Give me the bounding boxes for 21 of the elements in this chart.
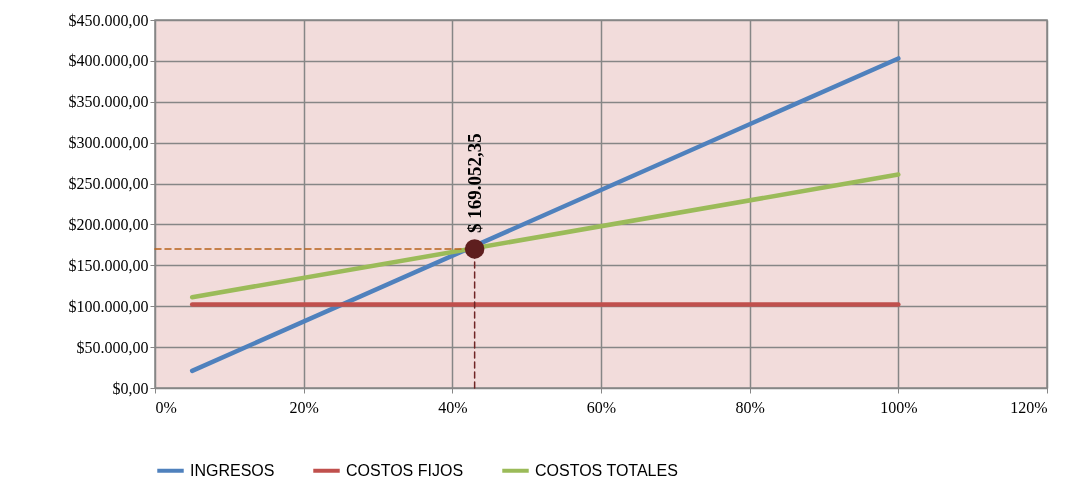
legend-label: COSTOS FIJOS	[346, 461, 464, 479]
y-tick-label: $150.000,00	[68, 256, 149, 274]
legend-label: COSTOS TOTALES	[535, 461, 678, 479]
y-tick-label: $400.000,00	[68, 52, 149, 70]
y-tick-label: $250.000,00	[68, 175, 149, 193]
x-tick-label: 20%	[289, 398, 319, 416]
y-tick-label: $450.000,00	[68, 11, 149, 29]
y-tick-label: $200.000,00	[68, 215, 149, 233]
x-tick-label: 0%	[155, 398, 177, 416]
x-tick-label: 80%	[735, 398, 765, 416]
x-tick-label: 100%	[880, 398, 918, 416]
y-tick-label: $100.000,00	[68, 297, 149, 315]
x-tick-label: 60%	[586, 398, 617, 416]
x-tick-label: 40%	[438, 398, 468, 416]
legend-label: INGRESOS	[190, 461, 275, 479]
annotation: $ 169.052,35	[463, 133, 485, 233]
y-tick-label: $0,00	[112, 379, 149, 397]
y-tick-label: $300.000,00	[68, 134, 149, 152]
y-tick-label: $50.000,00	[76, 338, 149, 356]
x-tick-label: 120%	[1010, 398, 1048, 416]
y-tick-label: $350.000,00	[68, 93, 149, 111]
